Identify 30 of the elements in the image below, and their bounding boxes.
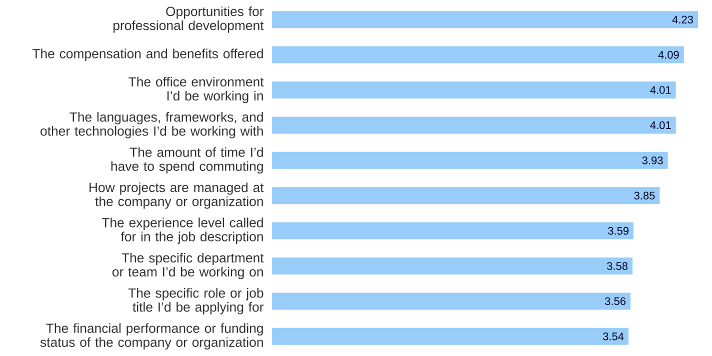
data-label: 3.85 xyxy=(634,192,655,200)
data-label: 3.56 xyxy=(605,297,626,306)
data-label: 3.58 xyxy=(607,262,628,270)
bar xyxy=(272,11,698,28)
bar xyxy=(272,46,684,64)
data-label: 4.23 xyxy=(672,16,693,24)
bar xyxy=(272,81,676,98)
y-tick-label: The specific role or job title I’d be applying for xyxy=(128,288,264,314)
data-label: 3.59 xyxy=(608,226,628,235)
data-label: 3.54 xyxy=(603,332,624,340)
y-tick-label: The amount of time I’d have to spend commuting xyxy=(111,147,263,174)
bar xyxy=(272,187,660,204)
y-tick-label: The compensation and benefits offered xyxy=(32,48,263,61)
data-label: 4.09 xyxy=(658,50,679,59)
bar xyxy=(272,328,629,345)
y-tick-label: The languages, frameworks, and other technologies I’d be working with xyxy=(40,112,263,138)
bar xyxy=(272,258,633,274)
y-tick-label: Opportunities for professional development xyxy=(113,6,264,33)
bar xyxy=(272,116,676,134)
bar xyxy=(272,292,631,310)
bar xyxy=(272,152,668,169)
data-label: 4.01 xyxy=(650,86,671,94)
data-label: 4.01 xyxy=(650,121,671,130)
y-tick-label: The office environment I’d be working in xyxy=(128,76,264,104)
y-tick-label: The experience level called for in the job description xyxy=(102,218,263,244)
y-tick-label: The financial performance or funding status of the company or organization xyxy=(40,323,263,350)
bar xyxy=(272,222,634,240)
y-tick-label: The specific department or team I’d be working on xyxy=(112,252,264,280)
y-tick-label: How projects are managed at the company or organization xyxy=(90,182,264,209)
data-label: 3.93 xyxy=(642,156,663,164)
